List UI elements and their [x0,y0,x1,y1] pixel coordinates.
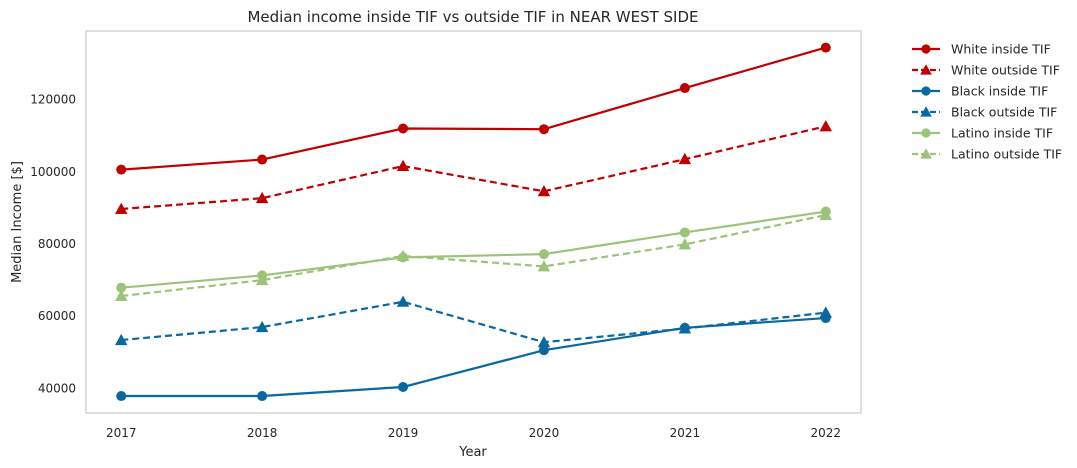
x-tick-label: 2018 [247,426,278,440]
legend-marker [920,64,932,75]
x-tick-label: 2021 [670,426,701,440]
series-line [121,210,826,289]
series-white-inside-tif [116,42,831,175]
legend-item: Latino outside TIF [912,147,1062,162]
legend-label: White inside TIF [951,42,1051,57]
data-point-circle [538,124,549,135]
data-point-circle [538,345,549,356]
data-point-triangle [396,159,410,172]
data-point-circle [398,382,409,393]
legend-label: White outside TIF [951,63,1060,78]
y-tick-label: 120000 [30,93,76,107]
y-tick-label: 100000 [30,165,76,179]
data-point-triangle [537,335,551,348]
data-point-circle [679,83,690,94]
series-white-outside-tif [114,120,833,215]
data-point-circle [257,154,268,165]
plot-frame [85,30,862,414]
legend-marker [921,44,931,54]
y-tick-label: 40000 [38,381,76,395]
legend-marker [920,106,932,117]
series-line [121,214,826,298]
chart-title: Median income inside TIF vs outside TIF … [247,8,698,26]
legend-item: Black outside TIF [912,105,1057,120]
data-point-triangle [678,238,692,250]
data-point-triangle [255,273,269,286]
legend-marker [920,148,932,159]
x-axis-title: Year [458,445,487,460]
x-tick-label: 2019 [388,426,419,440]
data-point-triangle [255,320,269,333]
series-line [121,300,826,344]
data-point-triangle [819,208,833,221]
legend-label: Black outside TIF [951,105,1057,120]
data-point-triangle [819,120,833,132]
series-black-outside-tif [114,295,833,348]
data-point-circle [398,123,409,134]
legend-label: Latino inside TIF [951,126,1053,141]
legend-item: Black inside TIF [912,84,1048,99]
legend-item: Latino inside TIF [912,126,1053,141]
data-point-triangle [678,152,692,165]
data-point-triangle [678,322,692,334]
data-point-circle [679,227,690,238]
y-axis-title: Median Income [$] [10,161,25,283]
data-point-triangle [396,295,410,307]
data-point-triangle [819,306,833,318]
data-point-triangle [537,260,551,272]
y-tick-label: 80000 [38,237,76,251]
data-point-circle [116,282,127,293]
legend-item: White outside TIF [912,63,1060,78]
series-latino-outside-tif [114,208,833,302]
data-point-circle [820,42,831,53]
data-point-triangle [114,202,128,215]
data-point-triangle [537,185,551,197]
data-point-triangle [114,333,128,346]
legend-item: White inside TIF [912,42,1051,57]
x-tick-label: 2022 [810,426,841,440]
x-tick-label: 2017 [106,426,137,440]
x-axis-ticks: 2017 2018 2019 2020 2021 2022 [106,426,841,440]
series-line [121,125,827,211]
data-point-triangle [255,191,269,204]
data-point-triangle [114,289,128,302]
data-point-triangle [396,249,410,261]
legend-marker [921,86,931,96]
legend: White inside TIF White outside TIF Black i… [912,42,1062,162]
data-point-circle [538,249,549,260]
legend-label: Latino outside TIF [951,147,1062,162]
legend-label: Black inside TIF [951,84,1048,99]
series-layer [114,42,833,402]
x-tick-label: 2020 [529,426,560,440]
series-line [121,46,827,171]
legend-marker [921,128,931,138]
data-point-circle [116,391,127,402]
data-point-circle [116,164,127,175]
y-tick-label: 60000 [38,309,76,323]
data-point-circle [257,391,268,402]
y-axis-ticks: 40000 60000 80000 100000 120000 [30,93,76,396]
